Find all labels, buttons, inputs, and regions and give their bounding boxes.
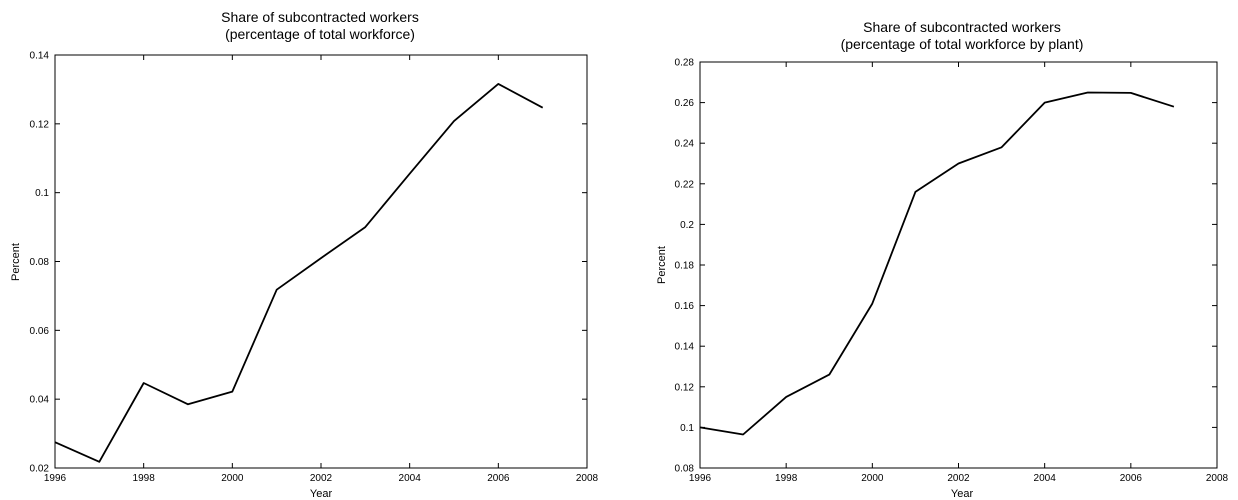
chart-left-series-line [54, 83, 544, 463]
chart-right-y-tick-label: 0.14 [675, 342, 695, 353]
chart-right-y-tick-label: 0.24 [675, 139, 695, 150]
chart-left-y-ticks: 0.02 0.04 0.06 0.08 0.1 0.12 0.14 [30, 51, 587, 475]
chart-left-x-tick-label: 2004 [399, 473, 422, 484]
chart-right-y-tick-label: 0.08 [675, 464, 695, 475]
chart-right-y-ticks: 0.08 0.1 0.12 0.14 0.16 0.18 0.2 0.22 0.24 0.26 0.… [675, 58, 1217, 475]
chart-left-x-tick-label: 2008 [576, 473, 599, 484]
chart-left-x-axis-label: Year [310, 488, 333, 500]
chart-right-y-tick-label: 0.12 [675, 382, 695, 393]
chart-right-x-tick-label: 2006 [1120, 473, 1143, 484]
chart-right-x-ticks: 1996 1998 2000 2002 2004 2006 2008 [689, 62, 1229, 484]
chart-right-x-tick-label: 1996 [689, 473, 712, 484]
chart-left-title-line1: Share of subcontracted workers [221, 9, 419, 25]
chart-right-series [699, 91, 1175, 436]
chart-right-y-tick-label: 0.26 [675, 98, 695, 109]
chart-left-y-axis-label: Percent [10, 243, 22, 281]
chart-left-x-tick-label: 2000 [221, 473, 244, 484]
chart-left-y-tick-label: 0.14 [30, 51, 50, 62]
chart-left-y-tick-label: 0.08 [30, 257, 50, 268]
chart-right-y-tick-label: 0.18 [675, 261, 695, 272]
chart-right-x-tick-label: 2008 [1206, 473, 1229, 484]
chart-left-x-tick-label: 1998 [133, 473, 156, 484]
chart-left-y-tick-label: 0.1 [35, 188, 49, 199]
chart-right-x-tick-label: 2000 [861, 473, 884, 484]
chart-right-y-tick-label: 0.28 [675, 58, 695, 69]
chart-right-y-axis-label: Percent [656, 246, 668, 284]
chart-right: Share of subcontracted workers (percenta… [656, 19, 1229, 500]
chart-right-y-tick-label: 0.2 [680, 220, 694, 231]
chart-left-series [54, 83, 544, 463]
chart-left-y-tick-label: 0.12 [30, 119, 50, 130]
chart-right-y-tick-label: 0.16 [675, 301, 695, 312]
chart-right-x-tick-label: 2004 [1034, 473, 1057, 484]
chart-left-title-line2: (percentage of total workforce) [225, 26, 415, 42]
chart-left-y-tick-label: 0.04 [30, 395, 50, 406]
chart-right-plot-frame [699, 61, 1218, 469]
chart-left-x-ticks: 1996 1998 2000 2002 2004 2006 2008 [44, 55, 599, 484]
chart-left-x-tick-label: 2006 [487, 473, 510, 484]
chart-left-x-tick-label: 1996 [44, 473, 67, 484]
chart-left-y-tick-label: 0.02 [30, 464, 50, 475]
chart-left-y-tick-label: 0.06 [30, 326, 50, 337]
chart-right-title-line2: (percentage of total workforce by plant) [841, 36, 1084, 52]
chart-right-x-axis-label: Year [951, 488, 974, 500]
chart-right-x-tick-label: 2002 [947, 473, 970, 484]
chart-right-series-line [699, 91, 1175, 436]
chart-right-title-line1: Share of subcontracted workers [863, 19, 1061, 35]
chart-left-x-tick-label: 2002 [310, 473, 333, 484]
chart-left: Share of subcontracted workers (percenta… [10, 9, 599, 500]
chart-left-plot-frame [54, 54, 588, 469]
chart-right-y-tick-label: 0.1 [680, 423, 694, 434]
chart-right-x-tick-label: 1998 [775, 473, 798, 484]
chart-right-y-tick-label: 0.22 [675, 179, 695, 190]
